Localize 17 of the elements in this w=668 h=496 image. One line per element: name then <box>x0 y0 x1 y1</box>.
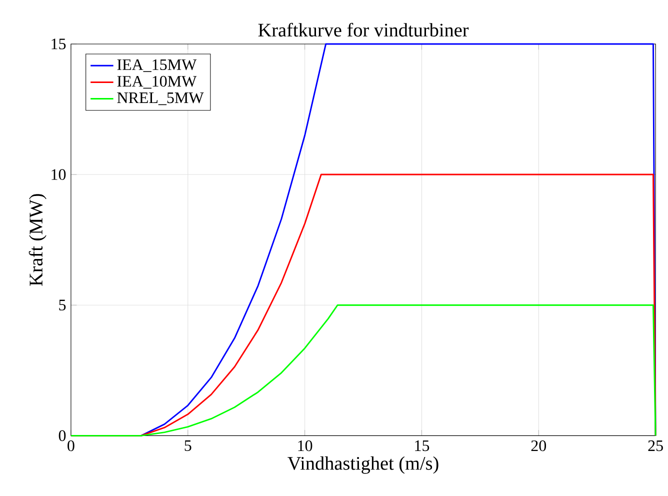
x-tick-label: 10 <box>298 440 312 452</box>
y-tick-label: 0 <box>58 430 66 442</box>
y-axis-title: Kraft (MW) <box>28 194 46 286</box>
legend-label: IEA_15MW <box>117 60 197 72</box>
x-tick-label: 5 <box>184 440 192 452</box>
y-tick-label: 15 <box>52 38 66 50</box>
legend-label: IEA_10MW <box>117 76 197 89</box>
x-tick-label: 0 <box>68 440 74 452</box>
y-tick-label: 5 <box>59 300 66 311</box>
y-tick-label: 10 <box>52 169 66 180</box>
line-series <box>70 304 656 437</box>
x-axis-title: Vindhastighet (m/s) <box>288 456 438 474</box>
x-tick-label: 15 <box>415 440 430 452</box>
legend-label: NREL_5MW <box>117 92 204 106</box>
chart-title: Kraftkurve for vindturbiner <box>258 23 469 37</box>
x-tick-label: 25 <box>648 440 663 452</box>
x-tick-label: 20 <box>531 440 546 452</box>
